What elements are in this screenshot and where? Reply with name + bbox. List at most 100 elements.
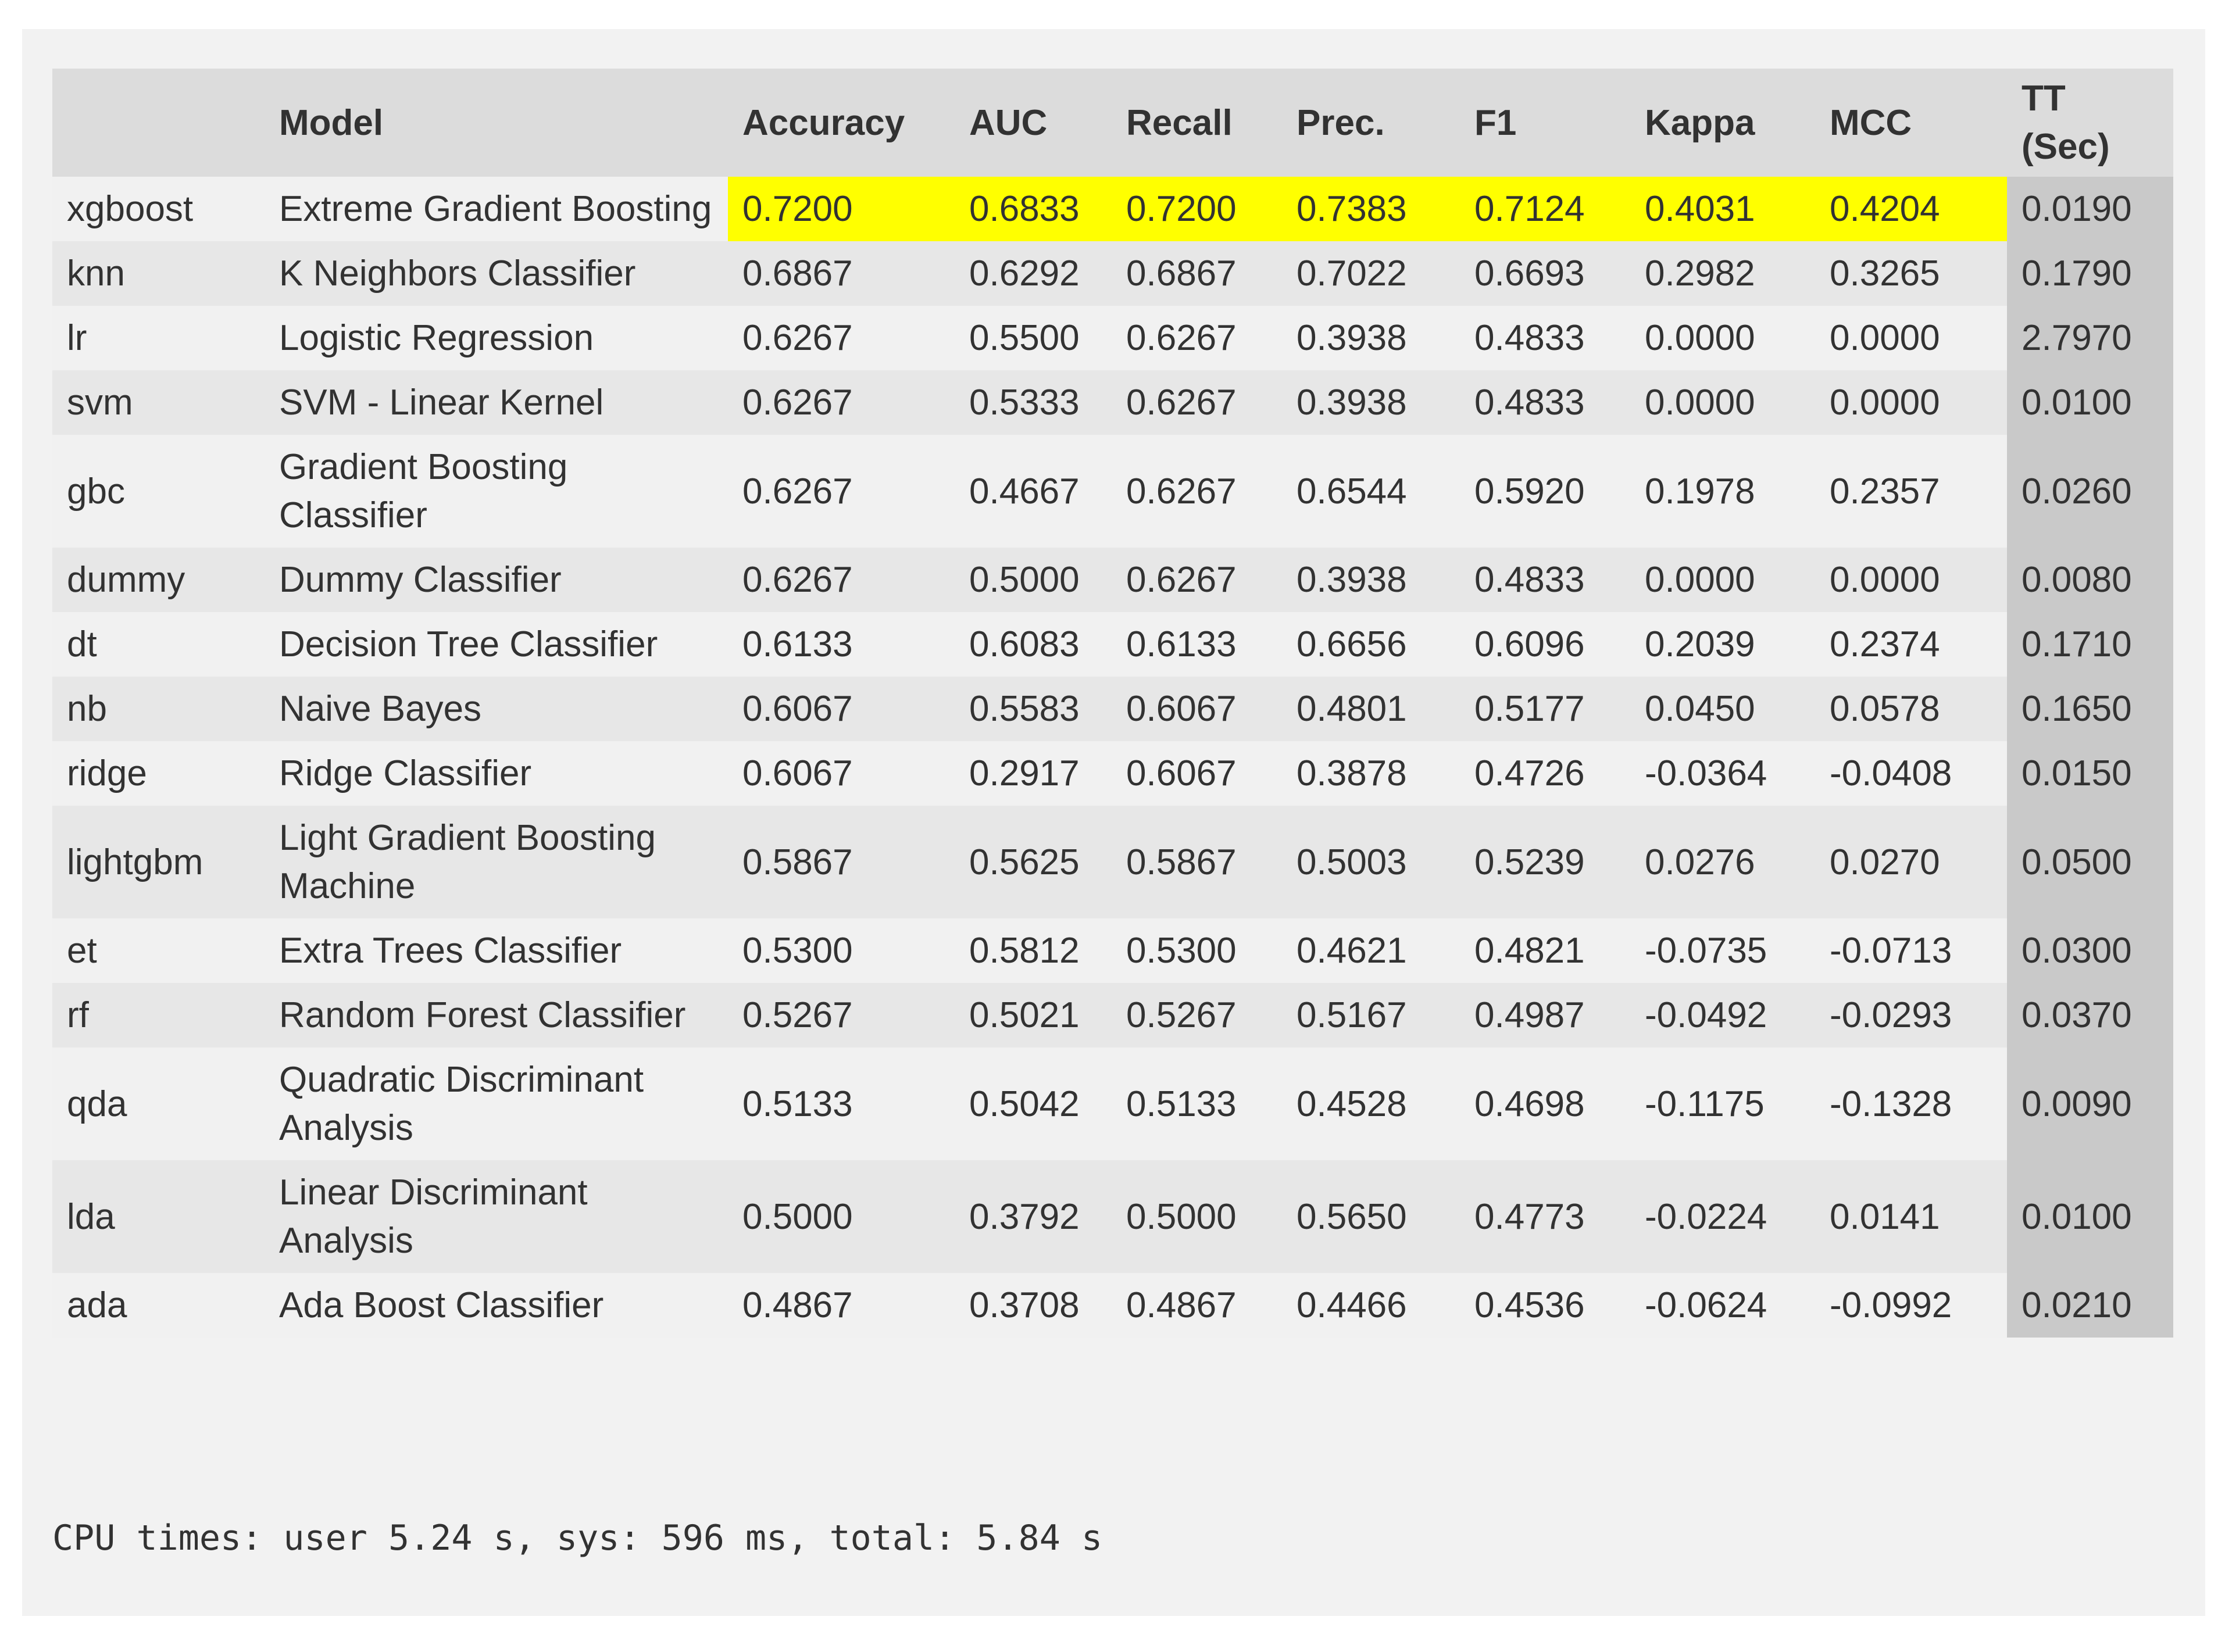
metric-cell-f1: 0.4698	[1474, 1084, 1585, 1124]
row-index-label: dt	[67, 624, 97, 664]
metric-cell-kappa: 0.0450	[1645, 689, 1755, 729]
column-header-kappa: Kappa	[1630, 69, 1815, 177]
metric-cell-kappa: -0.0364	[1645, 753, 1767, 793]
metric-cell-mcc: 0.0000	[1830, 560, 1940, 600]
metric-cell-prec: 0.4466	[1297, 1285, 1407, 1325]
metric-cell-tt-sec: 0.0080	[2007, 548, 2173, 612]
row-index-label: rf	[67, 995, 89, 1035]
metric-cell-prec: 0.3938	[1297, 560, 1407, 600]
table-row-qda: qda Quadratic Discriminant Analysis 0.5133…	[52, 1047, 2173, 1160]
metric-cell-tt-sec: 0.0100	[2007, 1160, 2173, 1273]
metric-cell-prec: 0.3938	[1297, 382, 1407, 423]
column-header-f1: F1	[1460, 69, 1630, 177]
model-comparison-table: Model Accuracy AUC Recall Prec. F1 Kappa MCC TT …	[52, 69, 2173, 1338]
metric-cell-mcc: 0.0270	[1830, 842, 1940, 882]
metric-cell-f1: 0.4821	[1474, 931, 1585, 971]
metric-cell-f1: 0.4987	[1474, 995, 1585, 1035]
row-index-label: lda	[67, 1196, 115, 1237]
row-index-label: et	[67, 931, 97, 971]
metric-cell-f1: 0.4833	[1474, 560, 1585, 600]
table-row-lda: lda Linear Discriminant Analysis 0.5000 0.3…	[52, 1160, 2173, 1273]
metric-cell-kappa: 0.2039	[1645, 624, 1755, 664]
model-name-cell: Random Forest Classifier	[279, 995, 686, 1035]
table-row-knn: knn K Neighbors Classifier 0.6867 0.6292 0.6…	[52, 241, 2173, 306]
metric-cell-prec: 0.4528	[1297, 1084, 1407, 1124]
metric-cell-kappa: -0.0624	[1645, 1285, 1767, 1325]
metric-cell-mcc: 0.4204	[1815, 177, 2007, 241]
metric-cell-prec: 0.3878	[1297, 753, 1407, 793]
column-header-accuracy: Accuracy	[728, 69, 955, 177]
metric-cell-kappa: 0.2982	[1645, 253, 1755, 294]
metric-cell-auc: 0.5000	[969, 560, 1080, 600]
table-row-rf: rf Random Forest Classifier 0.5267 0.5021 0.…	[52, 983, 2173, 1047]
row-index-label: qda	[67, 1084, 127, 1124]
metric-cell-tt-sec: 0.0190	[2007, 177, 2173, 241]
metric-cell-f1: 0.7124	[1460, 177, 1630, 241]
column-header-model: Model	[265, 69, 728, 177]
metric-cell-accuracy: 0.5300	[742, 931, 853, 971]
metric-cell-prec: 0.5650	[1297, 1196, 1407, 1237]
metric-cell-kappa: -0.0492	[1645, 995, 1767, 1035]
metric-cell-recall: 0.6267	[1126, 471, 1237, 512]
metric-cell-kappa: 0.0000	[1645, 560, 1755, 600]
model-name-cell: SVM - Linear Kernel	[279, 382, 604, 423]
table-row-lr: lr Logistic Regression 0.6267 0.5500 0.6267 0…	[52, 306, 2173, 370]
metric-cell-mcc: -0.0992	[1830, 1285, 1952, 1325]
metric-cell-f1: 0.4833	[1474, 382, 1585, 423]
metric-cell-kappa: 0.0276	[1645, 842, 1755, 882]
metric-cell-f1: 0.6693	[1474, 253, 1585, 294]
execution-time-output: CPU times: user 5.24 s, sys: 596 ms, tot…	[52, 1407, 2205, 1616]
row-index-label: gbc	[67, 471, 125, 512]
row-index-label: lightgbm	[67, 842, 203, 882]
model-name-cell: Extra Trees Classifier	[279, 931, 622, 971]
metric-cell-recall: 0.5133	[1126, 1084, 1237, 1124]
metric-cell-tt-sec: 0.0260	[2007, 435, 2173, 548]
metric-cell-tt-sec: 0.0300	[2007, 918, 2173, 983]
metric-cell-accuracy: 0.4867	[742, 1285, 853, 1325]
metric-cell-tt-sec: 0.0150	[2007, 741, 2173, 806]
metric-cell-f1: 0.4833	[1474, 318, 1585, 358]
row-index-label: dummy	[67, 560, 185, 600]
metric-cell-accuracy: 0.6267	[742, 560, 853, 600]
model-name-cell: Extreme Gradient Boosting	[279, 189, 712, 229]
column-header-prec: Prec.	[1282, 69, 1460, 177]
metric-cell-kappa: 0.0000	[1645, 382, 1755, 423]
column-header-mcc: MCC	[1815, 69, 2007, 177]
metric-cell-auc: 0.5583	[969, 689, 1080, 729]
metric-cell-prec: 0.5167	[1297, 995, 1407, 1035]
row-index-label: svm	[67, 382, 133, 423]
metric-cell-recall: 0.6267	[1126, 382, 1237, 423]
metric-cell-recall: 0.6267	[1126, 560, 1237, 600]
metric-cell-f1: 0.4536	[1474, 1285, 1585, 1325]
metric-cell-mcc: 0.2357	[1830, 471, 1940, 512]
metric-cell-f1: 0.5239	[1474, 842, 1585, 882]
model-name-cell: Linear Discriminant Analysis	[279, 1172, 588, 1261]
metric-cell-auc: 0.5021	[969, 995, 1080, 1035]
table-row-dt: dt Decision Tree Classifier 0.6133 0.6083 0.…	[52, 612, 2173, 677]
metric-cell-mcc: 0.3265	[1830, 253, 1940, 294]
metric-cell-recall: 0.4867	[1126, 1285, 1237, 1325]
metric-cell-kappa: 0.1978	[1645, 471, 1755, 512]
metric-cell-auc: 0.5333	[969, 382, 1080, 423]
metric-cell-tt-sec: 0.0100	[2007, 370, 2173, 435]
model-name-cell: Light Gradient Boosting Machine	[279, 818, 656, 906]
metric-cell-f1: 0.6096	[1474, 624, 1585, 664]
row-index-label: ada	[67, 1285, 127, 1325]
row-index-label: knn	[67, 253, 125, 294]
metric-cell-tt-sec: 0.1650	[2007, 677, 2173, 741]
metric-cell-mcc: 0.0578	[1830, 689, 1940, 729]
metric-cell-auc: 0.2917	[969, 753, 1080, 793]
metric-cell-recall: 0.6067	[1126, 753, 1237, 793]
metric-cell-prec: 0.6544	[1297, 471, 1407, 512]
metric-cell-accuracy: 0.5867	[742, 842, 853, 882]
metric-cell-auc: 0.5042	[969, 1084, 1080, 1124]
metric-cell-auc: 0.5625	[969, 842, 1080, 882]
metric-cell-tt-sec: 0.0500	[2007, 806, 2173, 918]
metric-cell-recall: 0.6067	[1126, 689, 1237, 729]
metric-cell-kappa: 0.4031	[1630, 177, 1815, 241]
metric-cell-prec: 0.7383	[1282, 177, 1460, 241]
metric-cell-recall: 0.6867	[1126, 253, 1237, 294]
metric-cell-recall: 0.6133	[1126, 624, 1237, 664]
metric-cell-tt-sec: 0.1710	[2007, 612, 2173, 677]
